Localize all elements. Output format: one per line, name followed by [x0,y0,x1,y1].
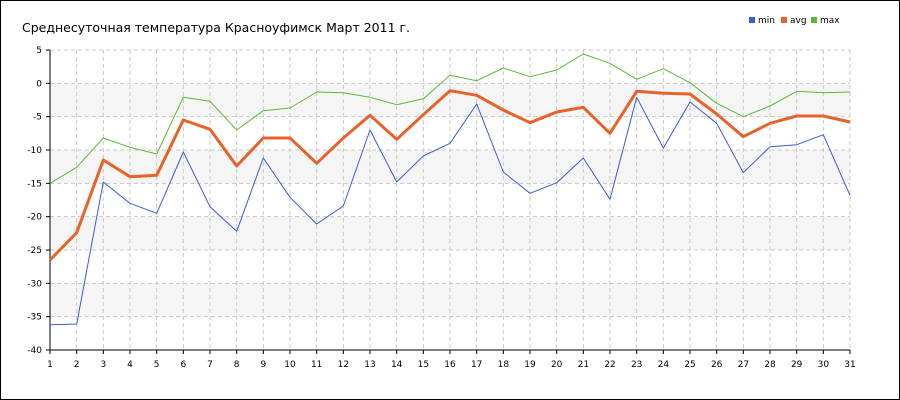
x-tick-label: 19 [524,360,536,370]
y-tick-label: -20 [27,213,42,223]
x-tick-label: 21 [578,360,589,370]
x-tick-label: 25 [684,360,695,370]
x-tick-label: 16 [444,360,456,370]
x-tick-label: 29 [791,360,803,370]
x-tick-label: 24 [658,360,670,370]
series-line-max [49,53,851,184]
y-tick-label: -10 [27,146,42,156]
y-tick-label: -5 [33,113,42,123]
y-tick-label: -25 [27,246,42,256]
x-tick-label: 13 [364,360,375,370]
legend-swatch-max [811,17,817,23]
legend-label-avg: avg [790,16,807,26]
x-tick-label: 23 [631,360,642,370]
x-tick-label: 9 [260,360,266,370]
x-tick-label: 1 [47,360,53,370]
legend-label-min: min [758,16,775,26]
y-tick-label: -30 [27,279,42,289]
y-tick-label: -35 [27,313,42,323]
legend-label-max: max [820,16,840,26]
x-tick-label: 15 [418,360,429,370]
x-tick-label: 20 [551,360,563,370]
x-tick-label: 8 [234,360,240,370]
x-tick-label: 7 [207,360,213,370]
x-tick-label: 28 [764,360,776,370]
x-tick-label: 10 [284,360,296,370]
y-tick-label: -15 [27,179,42,189]
y-tick-label: 5 [36,46,42,56]
series-line-min [49,96,851,326]
x-tick-label: 12 [338,360,349,370]
legend-swatch-avg [781,17,787,23]
series-line-avg [48,89,851,262]
x-tick-label: 26 [711,360,723,370]
legend-swatch-min [749,17,755,23]
x-tick-label: 6 [180,360,186,370]
x-tick-label: 11 [311,360,322,370]
x-tick-label: 27 [738,360,749,370]
x-tick-label: 30 [818,360,830,370]
x-tick-label: 2 [74,360,80,370]
x-tick-label: 22 [604,360,615,370]
chart-title: Среднесуточная температура Красноуфимск … [22,20,410,35]
x-tick-label: 17 [471,360,482,370]
x-tick-label: 3 [100,360,106,370]
x-tick-label: 31 [844,360,855,370]
y-tick-label: 0 [36,79,42,89]
x-tick-label: 5 [154,360,160,370]
plot-area: 50-5-10-15-20-25-30-35-401 2 3 4 5 6 7 8 9 10 11 12… [27,46,855,370]
legend: min avg max [749,16,840,26]
y-tick-label: -40 [27,346,42,356]
x-tick-label: 18 [498,360,510,370]
x-tick-label: 14 [391,360,403,370]
x-tick-label: 4 [127,360,133,370]
